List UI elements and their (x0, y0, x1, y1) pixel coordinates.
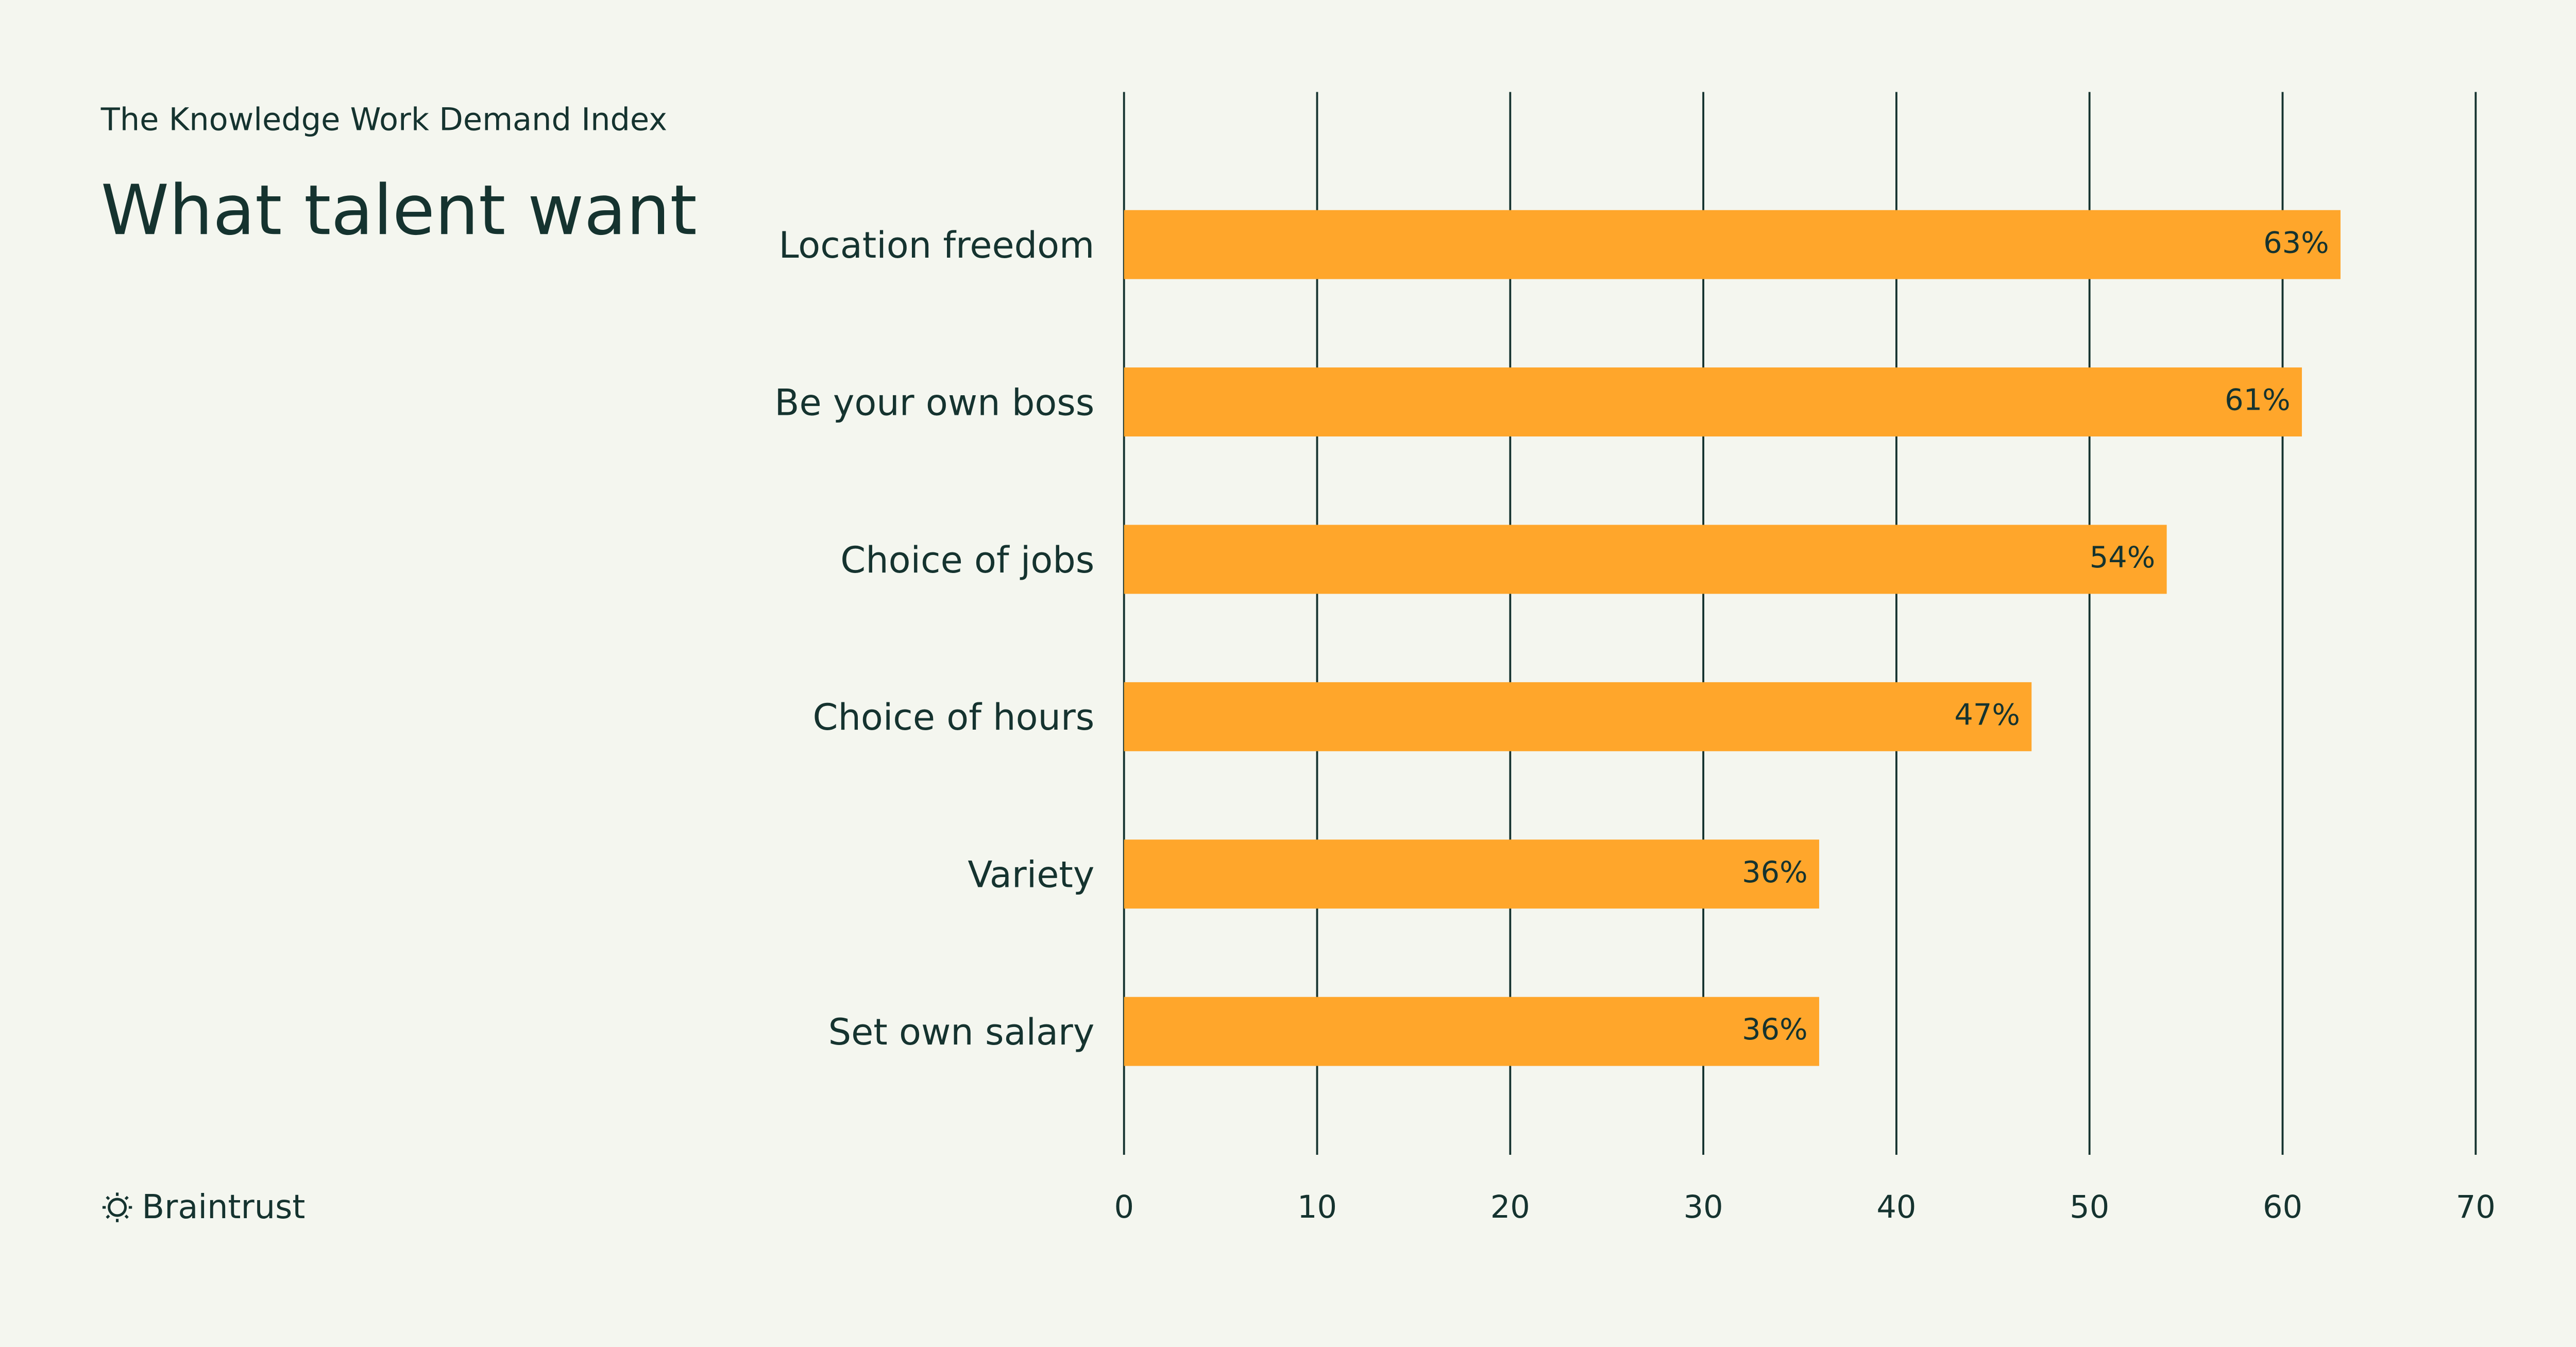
y-tick-label: Choice of hours (813, 696, 1095, 738)
y-tick-label: Set own salary (828, 1011, 1095, 1053)
brand-name: Braintrust (142, 1188, 305, 1226)
data-label: 36% (1742, 855, 1808, 889)
bar (1124, 210, 2341, 279)
y-tick-label: Be your own boss (774, 381, 1094, 424)
data-label: 61% (2225, 383, 2291, 417)
data-label: 54% (2090, 540, 2156, 575)
x-tick-label: 50 (2070, 1189, 2109, 1225)
y-tick-label: Location freedom (778, 224, 1094, 266)
bar (1124, 525, 2167, 594)
x-tick-label: 20 (1490, 1189, 1530, 1225)
bar (1124, 839, 1819, 909)
data-label: 63% (2263, 225, 2329, 260)
x-tick-label: 40 (1876, 1189, 1916, 1225)
y-tick-label: Choice of jobs (840, 539, 1094, 581)
data-label: 47% (1954, 697, 2020, 732)
x-tick-label: 30 (1684, 1189, 1723, 1225)
x-tick-label: 60 (2263, 1189, 2302, 1225)
y-tick-label: Variety (968, 854, 1094, 896)
chart-title: What talent want (101, 170, 697, 250)
bar (1124, 997, 1819, 1066)
data-label: 36% (1742, 1012, 1808, 1047)
brand-logo (102, 1192, 132, 1222)
x-tick-label: 70 (2456, 1189, 2496, 1225)
chart-subtitle: The Knowledge Work Demand Index (100, 102, 667, 138)
x-tick-label: 10 (1297, 1189, 1337, 1225)
x-tick-label: 0 (1114, 1189, 1134, 1225)
bar (1124, 367, 2302, 436)
bar (1124, 682, 2032, 751)
